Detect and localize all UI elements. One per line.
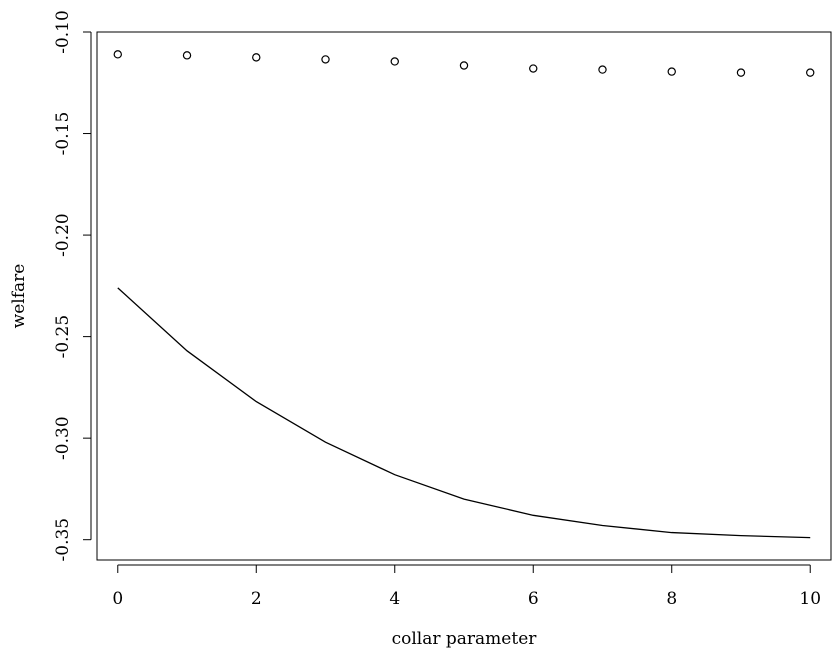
x-tick-label: 4 [389, 589, 400, 609]
y-tick-label: -0.10 [53, 10, 73, 54]
data-point [182, 51, 192, 60]
x-tick-label: 10 [799, 589, 821, 609]
y-axis: -0.35 -0.30 -0.25 -0.20 -0.15 -0.10 [53, 10, 92, 562]
data-point [736, 68, 746, 77]
welfare-line [117, 287, 811, 539]
y-tick-label: -0.25 [53, 315, 73, 359]
x-tick-label: 0 [112, 589, 123, 609]
x-tick-label: 2 [251, 589, 262, 609]
series-layer [113, 50, 815, 539]
y-tick-label: -0.35 [53, 518, 73, 562]
data-point [806, 68, 815, 77]
data-point [459, 61, 469, 70]
y-axis-label: welfare [9, 264, 29, 329]
y-tick-label: -0.15 [53, 112, 73, 156]
data-point [321, 55, 330, 64]
plot-frame [96, 31, 832, 561]
data-point [598, 65, 607, 74]
x-tick-label: 6 [528, 589, 539, 609]
x-axis: 0 2 4 6 8 10 [112, 564, 821, 609]
data-point [252, 53, 261, 62]
data-point [390, 57, 399, 66]
data-point [667, 67, 676, 76]
data-point [113, 50, 122, 59]
y-tick-label: -0.30 [53, 416, 73, 460]
x-axis-label: collar parameter [392, 629, 538, 649]
x-tick-label: 8 [666, 589, 677, 609]
y-tick-label: -0.20 [53, 213, 73, 257]
data-point [529, 64, 538, 73]
plot-area [96, 31, 832, 561]
